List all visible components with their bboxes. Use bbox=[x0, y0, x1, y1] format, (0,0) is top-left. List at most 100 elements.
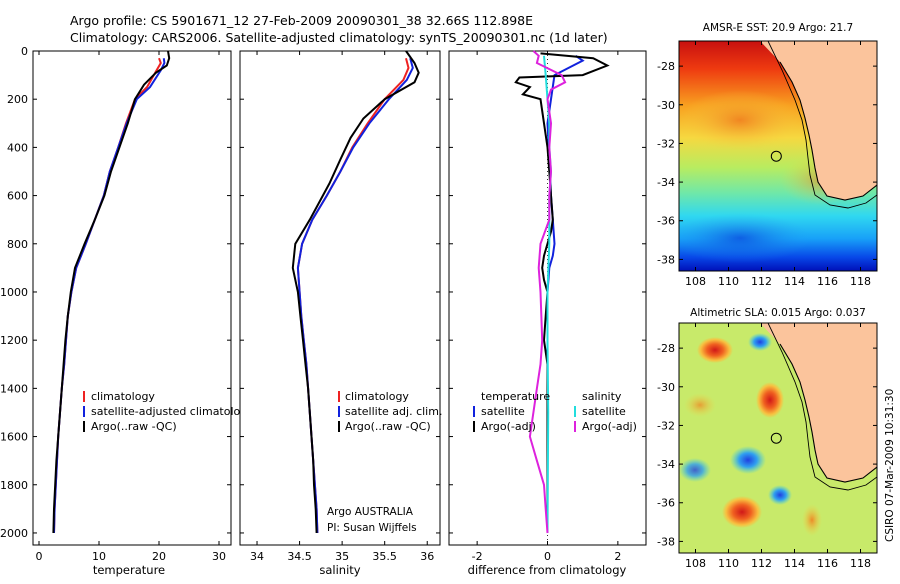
legend-entry: Argo(..raw -QC) bbox=[345, 420, 431, 433]
legend-title-temperature: temperature bbox=[481, 390, 550, 403]
salinity-panel: salinity Argo AUSTRALIA PI: Susan Wijffe… bbox=[239, 50, 442, 577]
series-line-argo bbox=[52, 50, 171, 534]
map-y-tick-label: -34 bbox=[657, 458, 675, 471]
sla-map-frame bbox=[678, 322, 878, 554]
map-y-tick-label: -36 bbox=[657, 215, 675, 228]
temperature-panel: temperature 0 10 20 30 0 200 400 600 800 1000 1200… bbox=[0, 45, 241, 577]
map-x-tick-label: 118 bbox=[850, 557, 871, 570]
legend-entry: Argo(-adj) bbox=[481, 420, 536, 433]
sst-isobath bbox=[767, 41, 877, 209]
sst-map-frame bbox=[678, 40, 878, 272]
side-timestamp-label: CSIRO 07-Mar-2009 10:31:30 bbox=[884, 389, 896, 542]
legend-entry: climatology bbox=[91, 390, 155, 403]
map-y-tick-label: -28 bbox=[657, 60, 675, 73]
series-line-argo bbox=[514, 52, 610, 533]
series-line-temperature-satellite bbox=[546, 54, 585, 533]
sla-high-anomaly bbox=[756, 382, 784, 418]
legend-entry: satellite bbox=[582, 405, 626, 418]
y-tick-label: 400 bbox=[7, 141, 28, 154]
legend-entry: climatology bbox=[345, 390, 409, 403]
sst-coastline bbox=[779, 61, 877, 201]
map-x-tick-label: 116 bbox=[817, 557, 838, 570]
legend-title-salinity: salinity bbox=[582, 390, 622, 403]
figure-title-line-1: Argo profile: CS 5901671_12 27-Feb-2009 … bbox=[70, 13, 533, 28]
y-tick-label: 600 bbox=[7, 190, 28, 203]
y-tick-label: 1000 bbox=[0, 286, 28, 299]
difference-panel: difference from climatology -2 0 2 temperat… bbox=[448, 50, 647, 577]
sla-low-anomaly bbox=[748, 333, 772, 351]
x-tick-label: 34 bbox=[250, 550, 264, 563]
x-tick-label: 35 bbox=[335, 550, 349, 563]
y-tick-label: 800 bbox=[7, 238, 28, 251]
x-tick-label: 0 bbox=[36, 550, 43, 563]
x-tick-label: 0 bbox=[544, 550, 551, 563]
x-tick-label: 2 bbox=[614, 550, 621, 563]
y-tick-label: 1200 bbox=[0, 334, 28, 347]
sst-warm-patch bbox=[680, 90, 800, 150]
sla-low-anomaly bbox=[768, 485, 792, 505]
map-y-tick-label: -38 bbox=[657, 253, 675, 266]
y-tick-label: 1400 bbox=[0, 382, 28, 395]
map-x-tick-label: 114 bbox=[784, 557, 805, 570]
map-y-tick-label: -30 bbox=[657, 381, 675, 394]
y-tick-label: 1800 bbox=[0, 479, 28, 492]
map-x-tick-label: 110 bbox=[718, 275, 739, 288]
map-y-tick-label: -38 bbox=[657, 535, 675, 548]
series-line-argo bbox=[291, 50, 420, 534]
map-y-tick-label: -36 bbox=[657, 497, 675, 510]
figure-title-line-2: Climatology: CARS2006. Satellite-adjuste… bbox=[70, 30, 608, 45]
map-x-tick-label: 114 bbox=[784, 275, 805, 288]
map-x-tick-label: 110 bbox=[718, 557, 739, 570]
sla-land bbox=[760, 323, 877, 482]
map-x-tick-label: 112 bbox=[751, 557, 772, 570]
series-line-climatology bbox=[296, 57, 410, 534]
salinity-axes-frame bbox=[239, 50, 441, 546]
x-tick-label: 34.5 bbox=[287, 550, 312, 563]
x-tick-label: -2 bbox=[472, 550, 483, 563]
map-x-tick-label: 116 bbox=[817, 275, 838, 288]
sla-high-anomaly bbox=[722, 496, 762, 528]
sst-cool-patch bbox=[679, 213, 810, 263]
map-x-tick-label: 108 bbox=[685, 275, 706, 288]
argo-location-marker bbox=[770, 432, 782, 444]
legend-entry: Argo(-adj) bbox=[582, 420, 637, 433]
sla-low-anomaly bbox=[679, 458, 711, 482]
y-tick-label: 2000 bbox=[0, 527, 28, 540]
sla-map-title: Altimetric SLA: 0.015 Argo: 0.037 bbox=[690, 307, 866, 319]
y-tick-label: 1600 bbox=[0, 431, 28, 444]
temperature-axes-frame bbox=[32, 50, 232, 546]
sla-high-anomaly bbox=[802, 504, 822, 536]
y-tick-label: 200 bbox=[7, 93, 28, 106]
sla-coastline bbox=[779, 343, 877, 483]
sla-isobath bbox=[767, 323, 877, 491]
series-line-salinity-argo bbox=[528, 50, 567, 534]
x-tick-label: 30 bbox=[212, 550, 226, 563]
legend-entry: satellite bbox=[481, 405, 525, 418]
legend-entry: Argo(..raw -QC) bbox=[91, 420, 177, 433]
x-tick-label: 36 bbox=[420, 550, 434, 563]
legend-entry: satellite-adjusted climatolo bbox=[91, 405, 241, 418]
sst-map-panel: AMSR-E SST: 20.9 Argo: 21.7 108 110 112 114… bbox=[657, 22, 878, 288]
map-x-tick-label: 112 bbox=[751, 275, 772, 288]
sla-high-anomaly bbox=[697, 337, 733, 363]
map-x-tick-label: 118 bbox=[850, 275, 871, 288]
sla-low-anomaly bbox=[730, 446, 766, 474]
argo-location-marker bbox=[770, 150, 782, 162]
salinity-annotation-line-1: Argo AUSTRALIA bbox=[327, 506, 414, 518]
legend-entry: satellite adj. clim. bbox=[345, 405, 442, 418]
map-y-tick-label: -28 bbox=[657, 342, 675, 355]
sla-high-anomaly bbox=[684, 393, 716, 417]
temperature-xlabel: temperature bbox=[93, 563, 165, 577]
map-x-tick-label: 108 bbox=[685, 557, 706, 570]
salinity-xlabel: salinity bbox=[319, 563, 360, 577]
difference-xlabel: difference from climatology bbox=[468, 563, 627, 577]
x-tick-label: 20 bbox=[152, 550, 166, 563]
x-tick-label: 35.5 bbox=[372, 550, 397, 563]
sla-map-panel: Altimetric SLA: 0.015 Argo: 0.037 108 110… bbox=[657, 307, 878, 570]
map-y-tick-label: -30 bbox=[657, 99, 675, 112]
sst-map-title: AMSR-E SST: 20.9 Argo: 21.7 bbox=[703, 22, 853, 34]
y-tick-label: 0 bbox=[21, 45, 28, 58]
map-y-tick-label: -32 bbox=[657, 137, 675, 150]
